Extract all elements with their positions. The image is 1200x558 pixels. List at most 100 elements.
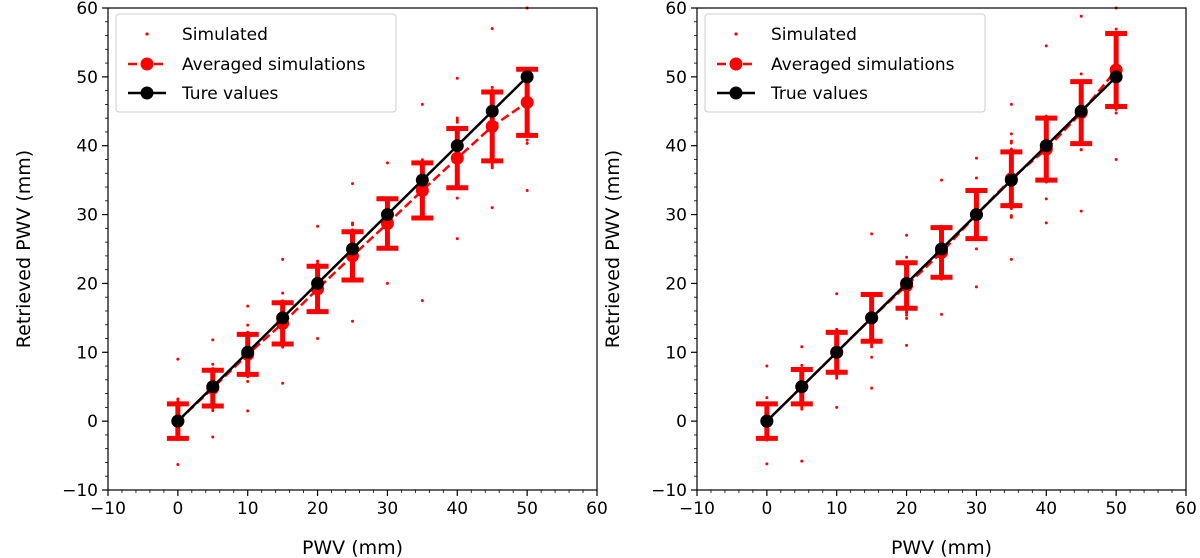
- right-simulated-point-1-1: [800, 345, 804, 349]
- left-y-tick-label-1: 0: [87, 412, 98, 432]
- left-simulated-point-2-37: [246, 379, 250, 383]
- right-true-marker-0: [760, 414, 774, 428]
- right-simulated-point-9-1: [1079, 14, 1083, 18]
- left-simulated-point-1-1: [211, 338, 215, 342]
- left-simulated-point-6-1: [385, 161, 389, 165]
- left-true-marker-4: [311, 276, 325, 290]
- left-simulated-point-5-0: [351, 319, 354, 323]
- left-axes: −10 0 10 20 30 40 50 60 −10 0 10 20 30 40 50 60: [62, 0, 608, 519]
- right-x-tick-label-3: 20: [896, 499, 918, 519]
- left-legend-true-label: Ture values: [181, 84, 278, 104]
- right-simulated-point-3-69: [870, 345, 874, 349]
- left-simulated-point-10-30: [525, 138, 529, 142]
- left-legend-true-marker: [140, 86, 154, 100]
- left-averaged-marker-7: [415, 183, 429, 197]
- right-x-tick-label-4: 30: [966, 499, 988, 519]
- left-chart-panel: −10 0 10 20 30 40 50 60 −10 0 10 20 30 40 50 60 Simulat…: [13, 0, 608, 558]
- right-legend-averaged-marker: [729, 57, 743, 71]
- right-axes-frame: [696, 7, 1187, 491]
- right-simulated-point-10-0: [1114, 157, 1118, 161]
- right-simulated-point-3-17: [870, 355, 874, 359]
- left-simulated-point-3-33: [281, 291, 285, 295]
- left-simulated-point-0-0: [176, 463, 180, 467]
- right-legend-box: [704, 13, 986, 113]
- right-simulated-point-0-0: [765, 462, 769, 466]
- left-y-tick-label-2: 10: [76, 343, 98, 363]
- right-y-tick-label-7: 60: [665, 0, 687, 19]
- left-simulated-point-3-0: [281, 381, 285, 385]
- left-x-tick-label-2: 10: [237, 499, 259, 519]
- right-simulated-point-5-0: [940, 312, 943, 316]
- right-simulated-point-4-0: [905, 343, 909, 347]
- left-averaged-marker-10: [520, 95, 534, 109]
- right-y-tick-label-6: 50: [665, 68, 687, 88]
- right-true-marker-2: [830, 345, 844, 359]
- right-simulated-point-4-44: [905, 313, 909, 317]
- left-simulated-point-9-0: [490, 206, 494, 210]
- left-legend-true-symbol: [128, 86, 166, 100]
- left-averaged-marker-9: [485, 119, 499, 133]
- right-legend-averaged-symbol: [717, 57, 755, 71]
- left-simulated-point-7-0: [420, 299, 424, 303]
- left-y-tick-label-7: 60: [76, 0, 98, 19]
- right-true-marker-3: [865, 311, 879, 325]
- left-true-marker-1: [206, 380, 220, 394]
- right-simulated-point-1-53: [800, 363, 804, 367]
- right-simulated-point-4-1: [905, 233, 909, 237]
- left-legend-averaged-symbol: [128, 57, 166, 71]
- right-simulated-point-7-1: [1009, 102, 1013, 106]
- left-simulated-point-4-31: [316, 259, 320, 263]
- left-simulated-point-0-55: [176, 397, 180, 401]
- right-y-tick-label-4: 30: [665, 206, 687, 226]
- left-simulated-point-6-0: [385, 281, 389, 285]
- left-averaged-marker-8: [450, 151, 464, 165]
- right-legend-true-label: True values: [770, 84, 868, 104]
- left-y-axis-label: Retrieved PWV (mm): [13, 150, 35, 348]
- left-true-marker-6: [380, 208, 394, 222]
- left-legend: Simulated Averaged simulations Ture valu…: [115, 13, 397, 113]
- right-true-marker-7: [1004, 173, 1018, 187]
- right-legend-simulated-label: Simulated: [771, 25, 857, 45]
- left-simulated-point-8-25: [455, 196, 459, 200]
- right-simulated-point-0-1: [765, 364, 769, 368]
- left-true-marker-3: [276, 311, 290, 325]
- left-true-series: [171, 70, 534, 428]
- left-simulated-point-1-47: [211, 362, 215, 366]
- right-simulated-point-6-51: [974, 176, 978, 180]
- right-x-tick-label-2: 10: [826, 499, 848, 519]
- left-x-tick-label-0: −10: [90, 499, 126, 519]
- right-legend: Simulated Averaged simulations True valu…: [704, 13, 986, 113]
- left-simulated-point-0-1: [176, 357, 180, 361]
- right-simulated-point-7-0: [1009, 257, 1013, 261]
- right-x-tick-label-7: 60: [1175, 499, 1197, 519]
- left-simulated-point-4-1: [316, 224, 320, 228]
- right-true-marker-10: [1109, 70, 1123, 84]
- right-simulated-point-10-64: [1114, 111, 1118, 115]
- left-true-marker-7: [415, 173, 429, 187]
- left-x-tick-label-5: 40: [446, 499, 468, 519]
- left-y-tick-label-5: 40: [76, 137, 98, 157]
- left-simulated-point-9-57: [490, 166, 494, 170]
- right-simulated-point-9-32: [1079, 148, 1083, 152]
- right-simulated-point-5-1: [940, 178, 943, 182]
- right-y-tick-label-2: 10: [665, 343, 687, 363]
- right-simulated-point-1-0: [800, 459, 804, 463]
- left-x-tick-label-7: 60: [586, 499, 608, 519]
- right-y-axis-label: Retrieved PWV (mm): [602, 150, 624, 348]
- left-true-marker-10: [520, 70, 534, 84]
- left-true-marker-2: [241, 345, 255, 359]
- left-legend-simulated-symbol: [145, 32, 149, 36]
- right-simulated-point-7-42: [1009, 215, 1013, 219]
- right-legend-simulated-symbol: [734, 32, 738, 36]
- right-true-marker-5: [935, 242, 948, 256]
- left-simulated-point-1-61: [211, 409, 215, 413]
- left-simulated-point-1-0: [211, 435, 215, 439]
- right-y-tick-label-0: −10: [651, 481, 687, 501]
- right-x-tick-label-5: 40: [1035, 499, 1057, 519]
- left-simulated-point-9-21: [490, 85, 494, 89]
- left-true-marker-0: [171, 414, 185, 428]
- right-simulated-point-3-0: [870, 386, 874, 390]
- left-simulated-point-5-59: [351, 223, 354, 227]
- right-true-marker-1: [795, 380, 809, 394]
